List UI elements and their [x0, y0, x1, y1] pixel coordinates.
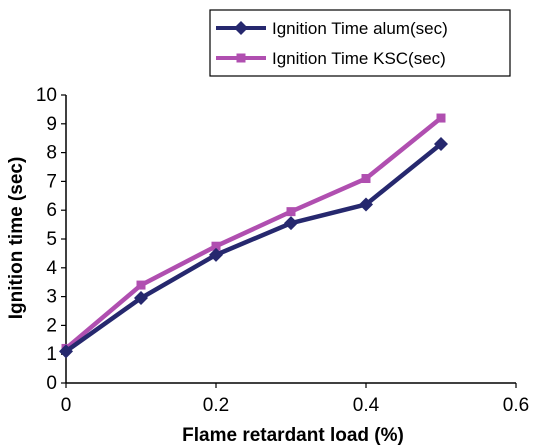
y-tick-label: 9	[46, 114, 57, 135]
series-line-alum	[64, 142, 443, 354]
y-axis-title: Ignition time (sec)	[6, 157, 27, 320]
data-point	[59, 344, 73, 359]
data-point	[136, 280, 146, 290]
y-tick-label: 1	[46, 344, 57, 365]
x-tick-label: 0.4	[353, 395, 380, 416]
y-tick-label: 6	[46, 200, 57, 221]
legend-marker	[234, 21, 248, 35]
data-point	[436, 113, 446, 123]
x-tick-label: 0.2	[203, 395, 229, 416]
x-axis-title: Flame retardant load (%)	[182, 425, 404, 446]
y-tick-label: 0	[46, 373, 57, 394]
y-tick-label: 8	[46, 143, 57, 164]
legend-marker	[236, 53, 246, 63]
data-point	[284, 216, 298, 231]
y-tick-label: 7	[46, 171, 57, 192]
y-tick-label: 5	[46, 229, 57, 250]
data-point	[434, 136, 448, 151]
x-tick-label: 0	[61, 395, 72, 416]
data-point	[209, 247, 223, 262]
data-point	[361, 174, 371, 184]
y-tick-label: 2	[46, 315, 57, 336]
x-tick-label: 0.6	[503, 395, 529, 416]
ticks: 0 1 2 3 4 5 6 7 8 9 10 0 0.2 0.4 0.6	[36, 85, 529, 416]
data-point	[134, 291, 148, 306]
axes	[65, 95, 516, 384]
data-point	[359, 197, 373, 212]
y-tick-label: 10	[36, 85, 57, 106]
legend-box	[209, 9, 511, 77]
y-tick-label: 3	[46, 287, 57, 308]
data-point	[211, 241, 221, 251]
legend: Ignition Time alum(sec) Ignition Time KSC…	[209, 9, 511, 77]
legend-label: Ignition Time alum(sec)	[272, 19, 448, 38]
data-point	[286, 207, 296, 217]
plot-area	[59, 113, 448, 359]
series-line-ksc	[64, 116, 443, 351]
legend-label: Ignition Time KSC(sec)	[272, 49, 446, 68]
y-tick-label: 4	[46, 258, 57, 279]
